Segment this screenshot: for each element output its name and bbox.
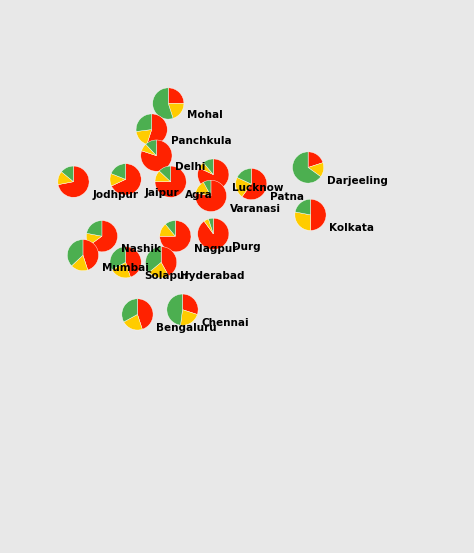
Wedge shape (136, 114, 152, 132)
Wedge shape (165, 221, 175, 236)
Text: Jaipur: Jaipur (145, 187, 179, 197)
Wedge shape (159, 166, 171, 182)
Wedge shape (124, 315, 142, 330)
Text: Solapur: Solapur (145, 270, 190, 280)
Text: Mohal: Mohal (187, 111, 223, 121)
Wedge shape (168, 88, 184, 103)
Text: Delhi: Delhi (175, 163, 206, 173)
Text: Patna: Patna (270, 192, 304, 202)
Text: Kolkata: Kolkata (329, 223, 374, 233)
Wedge shape (111, 164, 141, 195)
Wedge shape (195, 180, 227, 212)
Wedge shape (161, 247, 177, 276)
Text: Agra: Agra (185, 190, 213, 200)
Wedge shape (155, 166, 186, 197)
Wedge shape (237, 169, 251, 184)
Wedge shape (147, 114, 167, 145)
Wedge shape (110, 247, 126, 270)
Wedge shape (168, 103, 184, 118)
Wedge shape (58, 172, 73, 185)
Wedge shape (149, 262, 169, 278)
Wedge shape (160, 221, 191, 252)
Text: Panchkula: Panchkula (171, 137, 231, 147)
Wedge shape (198, 159, 229, 190)
Text: Bengaluru: Bengaluru (156, 323, 217, 333)
Wedge shape (72, 255, 88, 271)
Wedge shape (242, 169, 267, 200)
Wedge shape (141, 140, 172, 171)
Wedge shape (146, 247, 161, 272)
Text: Nagpur: Nagpur (194, 244, 238, 254)
Wedge shape (83, 239, 99, 270)
Wedge shape (62, 166, 73, 182)
Text: Jodhpur: Jodhpur (92, 190, 138, 200)
Wedge shape (199, 163, 213, 175)
Wedge shape (198, 218, 229, 249)
Wedge shape (87, 221, 102, 236)
Wedge shape (160, 224, 175, 236)
Wedge shape (137, 299, 153, 329)
Text: Hyderabad: Hyderabad (180, 270, 245, 280)
Text: Varanasi: Varanasi (230, 204, 281, 214)
Wedge shape (295, 199, 310, 215)
Wedge shape (181, 310, 197, 325)
Wedge shape (203, 180, 211, 196)
Wedge shape (153, 88, 173, 119)
Wedge shape (142, 144, 156, 155)
Text: Darjeeling: Darjeeling (327, 176, 388, 186)
Wedge shape (122, 299, 137, 322)
Wedge shape (204, 219, 213, 234)
Wedge shape (146, 140, 156, 155)
Wedge shape (167, 294, 182, 325)
Wedge shape (155, 171, 171, 182)
Wedge shape (67, 239, 83, 266)
Wedge shape (182, 294, 198, 315)
Wedge shape (111, 164, 126, 179)
Wedge shape (308, 163, 324, 176)
Wedge shape (89, 221, 118, 252)
Wedge shape (58, 166, 89, 197)
Wedge shape (308, 152, 323, 168)
Wedge shape (295, 212, 310, 231)
Text: Chennai: Chennai (201, 318, 249, 328)
Wedge shape (292, 152, 321, 183)
Wedge shape (310, 199, 326, 231)
Wedge shape (136, 129, 152, 144)
Wedge shape (86, 233, 102, 246)
Text: Lucknow: Lucknow (232, 183, 284, 193)
Wedge shape (203, 159, 213, 175)
Wedge shape (209, 218, 213, 234)
Text: Durg: Durg (232, 242, 261, 252)
Wedge shape (196, 182, 211, 196)
Text: Nashik: Nashik (121, 244, 161, 254)
Text: Mumbai: Mumbai (102, 263, 149, 273)
Wedge shape (126, 247, 141, 277)
Wedge shape (110, 174, 126, 186)
Wedge shape (236, 178, 251, 197)
Wedge shape (112, 262, 130, 278)
